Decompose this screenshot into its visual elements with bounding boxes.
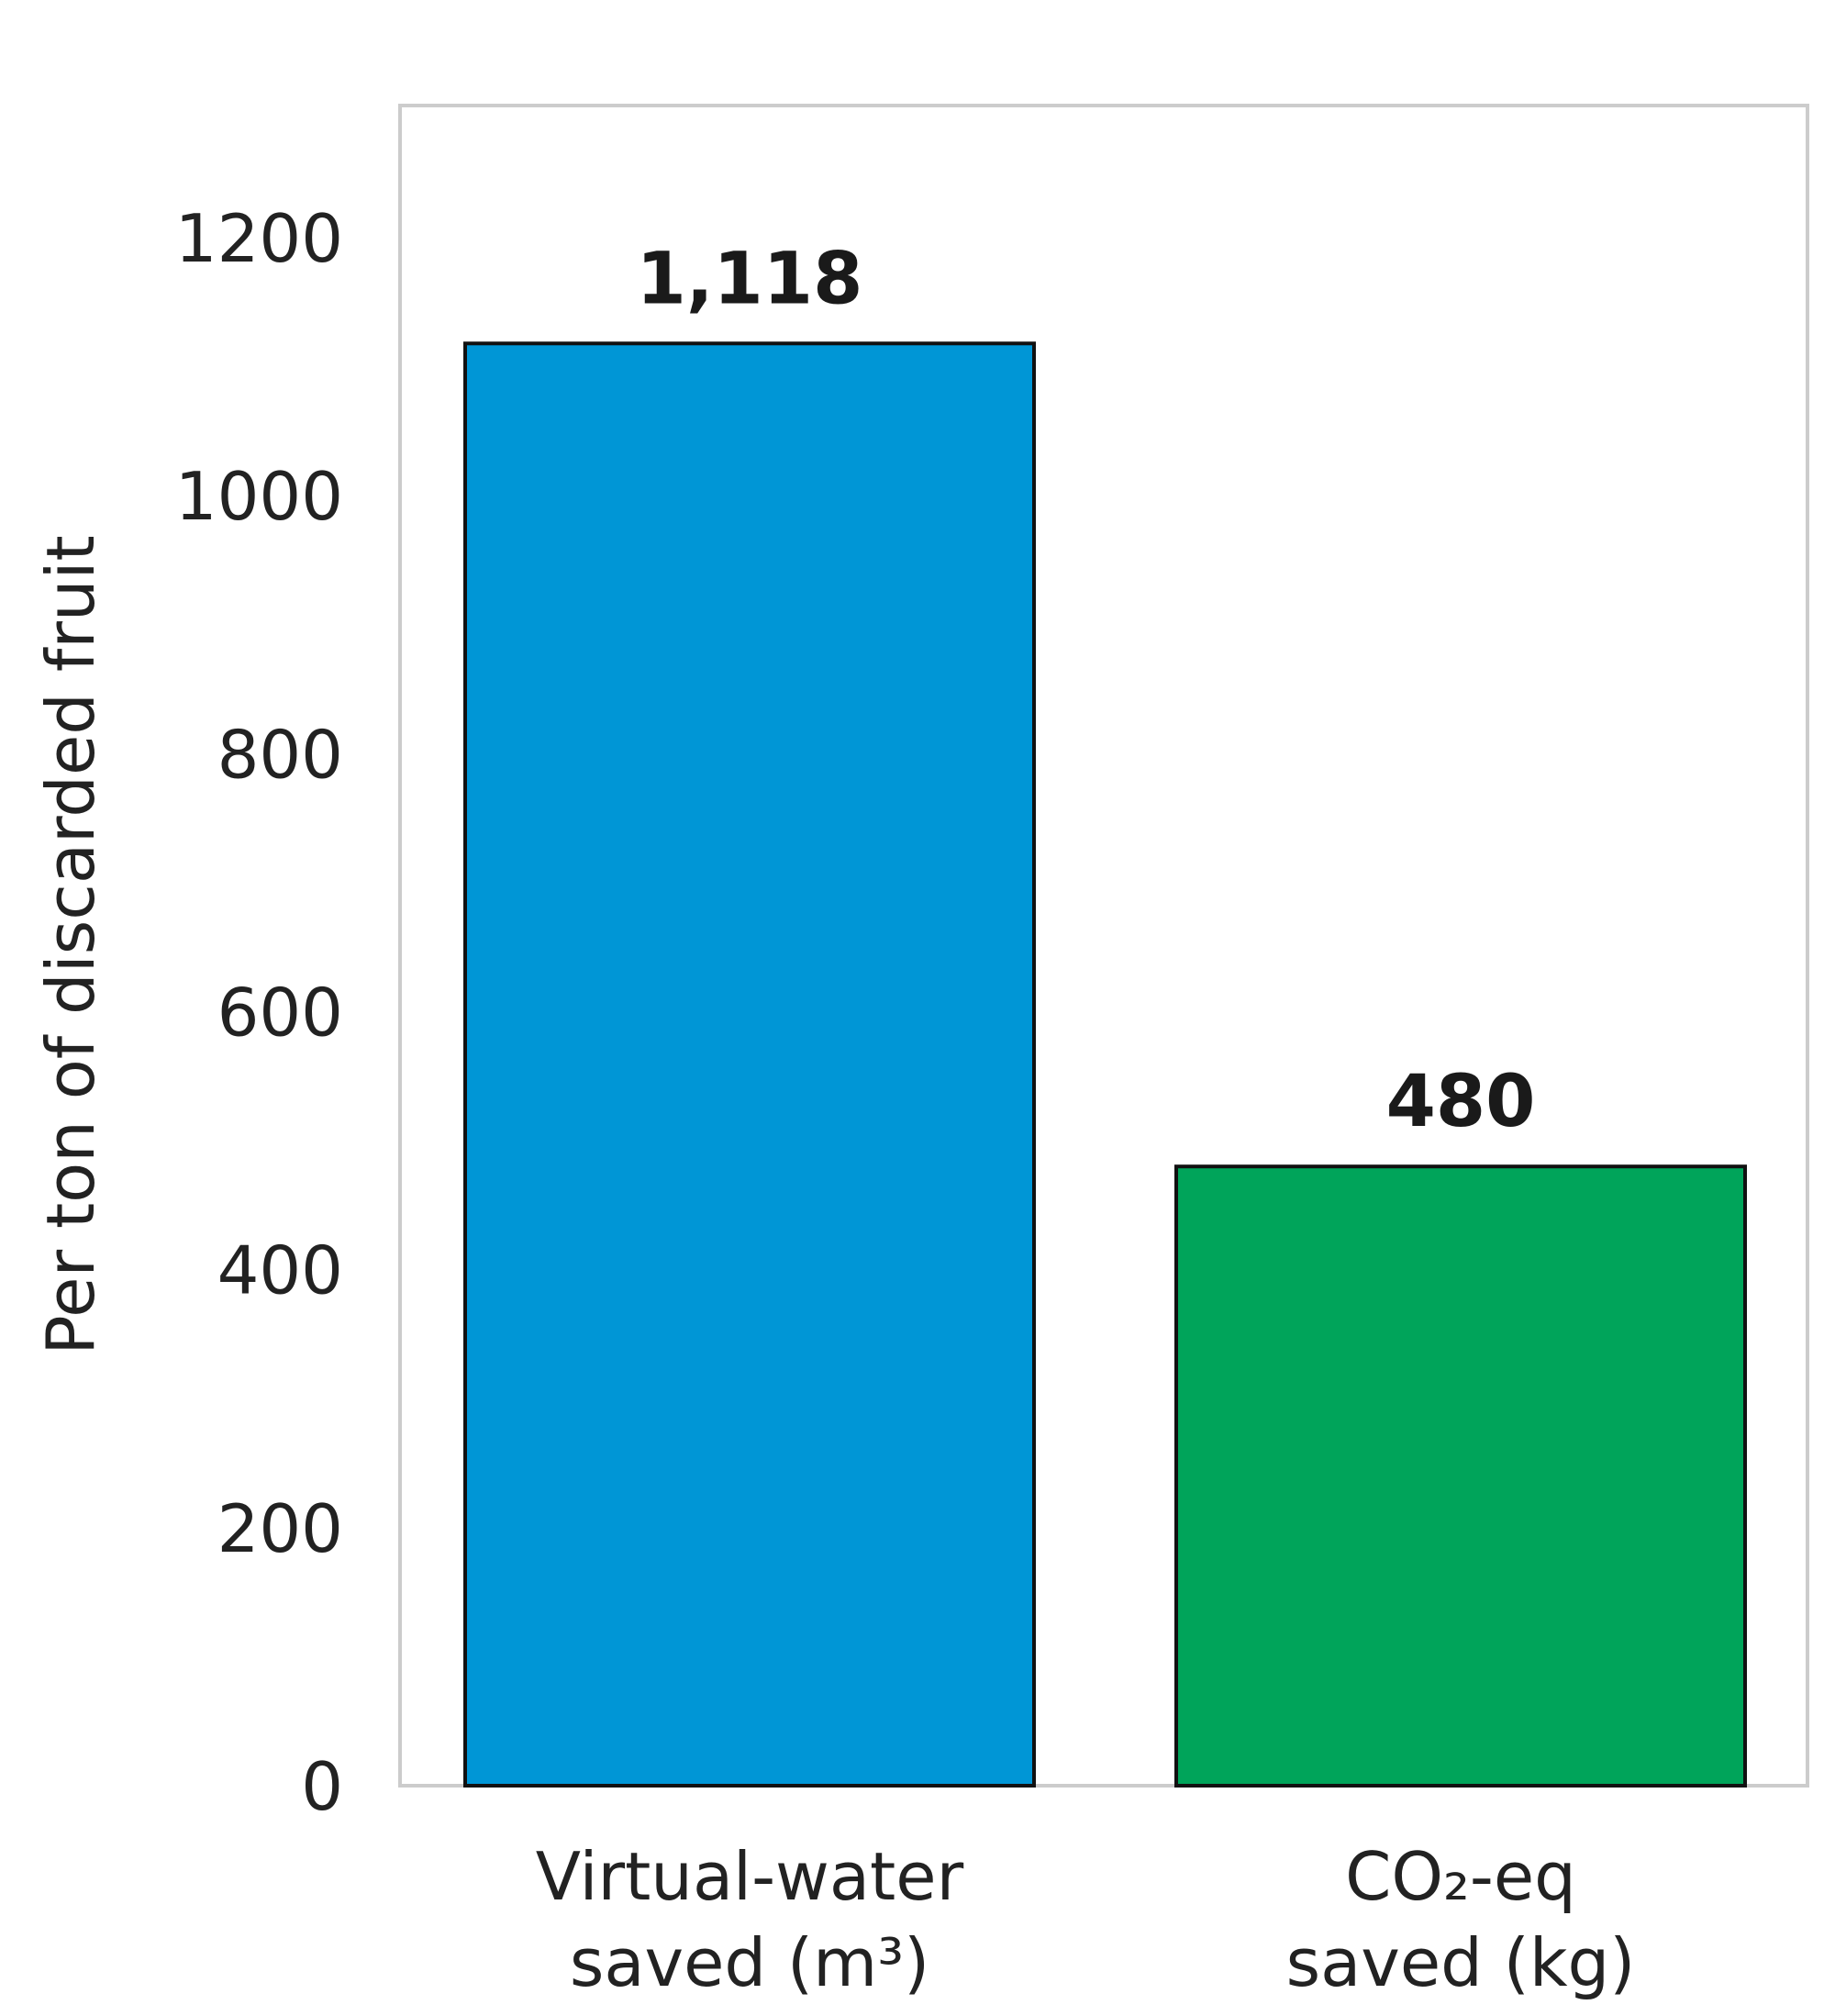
plot-frame — [398, 104, 1809, 1788]
y-axis-label: Per ton of discarded fruit — [32, 535, 109, 1354]
x-category-line: saved (kg) — [1286, 1924, 1636, 2001]
y-tick-label: 600 — [217, 975, 343, 1052]
x-category-line: saved (m³) — [570, 1924, 929, 2001]
data-label-2: 480 — [1386, 1061, 1536, 1143]
x-category-line: Virtual-water — [536, 1838, 964, 1915]
y-tick-label: 400 — [217, 1232, 343, 1309]
x-category-label-2: CO₂-eq saved (kg) — [1286, 1838, 1636, 2001]
y-tick-label: 800 — [217, 716, 343, 793]
bar-1 — [463, 341, 1036, 1788]
data-label-1: 1,118 — [637, 238, 863, 320]
x-category-label-1: Virtual-water saved (m³) — [536, 1838, 964, 2001]
y-tick-label: 1000 — [175, 458, 343, 535]
y-tick-label: 200 — [217, 1490, 343, 1567]
y-tick-labels: 0 200 400 600 800 1000 1200 — [175, 200, 343, 1825]
y-tick-label: 0 — [301, 1748, 343, 1825]
bar-2 — [1174, 1164, 1747, 1788]
y-tick-label: 1200 — [175, 200, 343, 277]
x-category-line: CO₂-eq — [1345, 1838, 1576, 1915]
x-category-labels: Virtual-water saved (m³) CO₂-eq saved (kg) — [536, 1838, 1636, 2001]
bars-group — [463, 341, 1747, 1788]
data-labels-group: 1,118 480 — [637, 238, 1536, 1143]
